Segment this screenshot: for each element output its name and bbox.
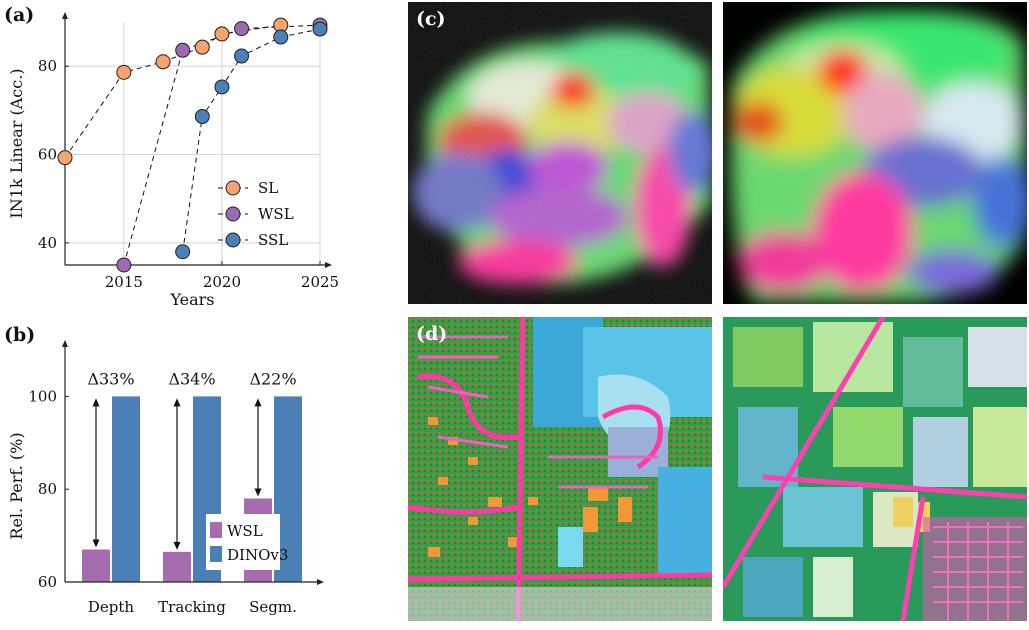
data-point-ssl [175, 244, 191, 260]
legend-swatch-dinov3 [210, 546, 222, 562]
delta-annotation: Δ33% [87, 369, 134, 388]
y-axis-label: IN1k Linear (Acc.) [7, 68, 26, 218]
x-tick-label: 2015 [105, 273, 143, 291]
panel-d-label: (d) [416, 323, 448, 345]
legend-swatch-wsl [210, 522, 222, 538]
legend-label-ssl: SSL [258, 231, 288, 249]
delta-annotation: Δ34% [168, 369, 215, 388]
data-point-wsl [116, 257, 132, 273]
data-point-ssl [214, 79, 230, 95]
x-tick-label: 2020 [203, 273, 241, 291]
y-tick-label: 40 [38, 234, 57, 252]
panel-b-label: (b) [4, 324, 36, 346]
data-point-ssl [234, 48, 250, 64]
data-point-ssl [273, 29, 289, 45]
panel-a-label: (a) [4, 4, 35, 26]
legend-label-wsl: WSL [227, 522, 263, 540]
data-point-sl [155, 54, 171, 70]
panel-c-label: (c) [416, 8, 446, 30]
delta-arrow-head-bottom [173, 541, 181, 550]
category-label: Tracking [158, 598, 226, 616]
y-axis-arrow [62, 340, 68, 347]
data-point-sl [214, 26, 230, 42]
x-axis-label: Years [169, 290, 214, 309]
category-label: Depth [88, 598, 135, 616]
x-axis-arrow [317, 579, 324, 585]
data-point-ssl [194, 109, 210, 125]
delta-arrow-head-bottom [92, 539, 100, 548]
delta-arrow-head-top [173, 398, 181, 407]
y-tick-label: 100 [28, 387, 57, 405]
y-tick-label: 80 [38, 57, 57, 75]
data-point-sl [57, 150, 73, 166]
y-axis-arrow [62, 12, 68, 19]
delta-arrow-head-top [254, 398, 262, 407]
x-tick-label: 2025 [301, 273, 339, 291]
data-point-wsl [175, 42, 191, 58]
bar-wsl [163, 551, 191, 582]
legend-label-wsl: WSL [258, 205, 294, 223]
y-tick-label: 60 [38, 146, 57, 164]
cat-feature-image-right [723, 2, 1027, 304]
satellite-feature-image-left [408, 317, 712, 621]
chart-b: 60 80 100 Δ33% Depth Δ34% Tracking Δ22% Segm. Rel… [7, 340, 324, 616]
satellite-feature-image-right [723, 317, 1027, 621]
series-line-sl [64, 24, 281, 158]
chart-a: 2015 2020 2025 40 60 80 Years IN1k Linear (Acc.… [7, 12, 339, 309]
data-point-sl [116, 64, 132, 80]
bar-wsl [82, 549, 110, 582]
delta-arrow-head-bottom [254, 488, 262, 497]
y-tick-label: 80 [38, 480, 57, 498]
legend-label-sl: SL [258, 179, 278, 197]
y-tick-label: 60 [38, 573, 57, 591]
y-axis-label: Rel. Perf. (%) [7, 432, 26, 539]
bar-dinov3 [112, 396, 140, 582]
cat-feature-image-left [408, 2, 712, 304]
x-axis-arrow [325, 262, 332, 268]
delta-arrow-head-top [92, 398, 100, 407]
series-line-ssl [182, 28, 321, 252]
legend-label-dinov3: DINOv3 [227, 546, 288, 564]
category-label: Segm. [249, 598, 297, 616]
data-point-sl [194, 39, 210, 55]
legend-marker-wsl [225, 206, 241, 222]
data-point-wsl [234, 21, 250, 37]
delta-annotation: Δ22% [249, 369, 296, 388]
data-point-ssl [312, 21, 328, 37]
legend-marker-ssl [225, 232, 241, 248]
legend-marker-sl [225, 180, 241, 196]
